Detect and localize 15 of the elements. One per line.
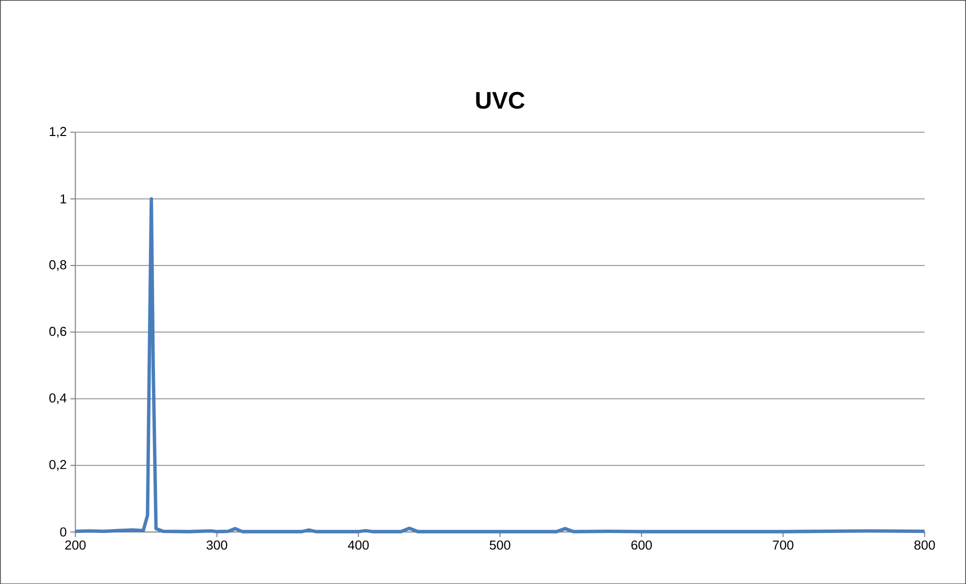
y-tick-label: 0,6 [49, 326, 66, 338]
x-tick-label: 300 [206, 540, 228, 550]
y-tick-label: 1 [60, 194, 66, 204]
y-tick-label: 0,4 [49, 393, 66, 404]
x-tick-label: 700 [772, 540, 794, 550]
x-tick-label: 500 [490, 540, 510, 550]
y-tick-label: 1,2 [50, 126, 66, 138]
y-tick-label: 0,2 [49, 460, 66, 471]
y-tick-label: 0,8 [49, 260, 66, 271]
x-tick-label: 400 [348, 540, 369, 550]
x-tick-label: 800 [914, 540, 935, 550]
y-tick-label: 0 [60, 527, 66, 536]
x-tick-label: 200 [65, 540, 86, 550]
x-tick-label: 600 [631, 540, 652, 550]
chart-title: UVC [476, 92, 525, 109]
